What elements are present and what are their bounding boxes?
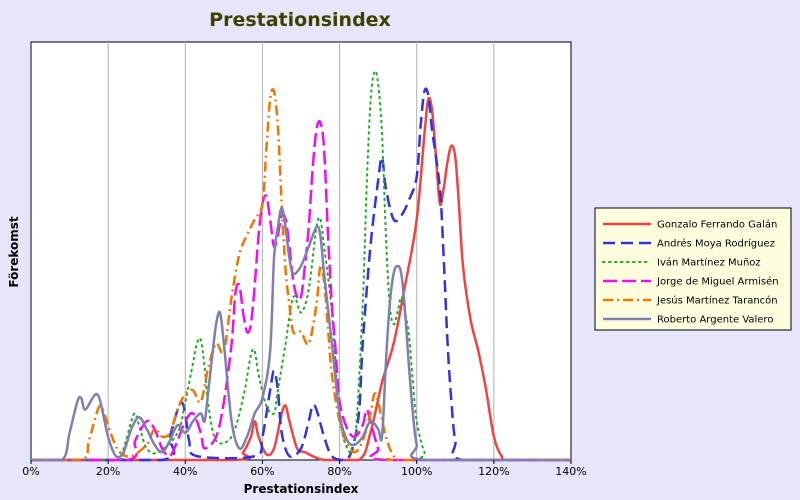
legend-entry: Jorge de Miguel Armisén xyxy=(656,276,779,288)
legend-entry: Andrés Moya Rodríguez xyxy=(657,238,775,250)
y-axis-label: Förekomst xyxy=(7,216,21,288)
x-tick-label: 120% xyxy=(478,465,509,478)
series-line xyxy=(30,87,571,462)
x-tick-label: 80% xyxy=(327,465,351,478)
series-line xyxy=(30,206,571,462)
series-line xyxy=(30,70,572,462)
x-tick-label: 100% xyxy=(401,465,432,478)
x-tick-label: 60% xyxy=(250,465,274,478)
x-tick-label: 0% xyxy=(22,465,39,478)
plot-area xyxy=(30,41,572,461)
grid xyxy=(107,42,495,460)
x-tick-label: 20% xyxy=(96,465,120,478)
legend-entry: Gonzalo Ferrando Galán xyxy=(657,219,777,231)
chart-title: Prestationsindex xyxy=(209,9,391,31)
legend-entry: Iván Martínez Muñoz xyxy=(657,257,761,269)
x-tick-label: 40% xyxy=(173,465,197,478)
x-axis-label: Prestationsindex xyxy=(244,482,359,496)
series-layer xyxy=(30,70,572,462)
legend-entry: Roberto Argente Valero xyxy=(657,315,773,326)
x-axis: 0% 20% 40% 60% 80% 100% 120% 140% xyxy=(22,460,587,478)
legend: Gonzalo Ferrando Galán Andrés Moya Rodríg… xyxy=(594,207,792,331)
legend-box xyxy=(594,207,792,331)
x-tick-label: 140% xyxy=(555,465,586,478)
legend-entry: Jesús Martínez Tarancón xyxy=(656,295,778,307)
series-line xyxy=(30,88,571,462)
